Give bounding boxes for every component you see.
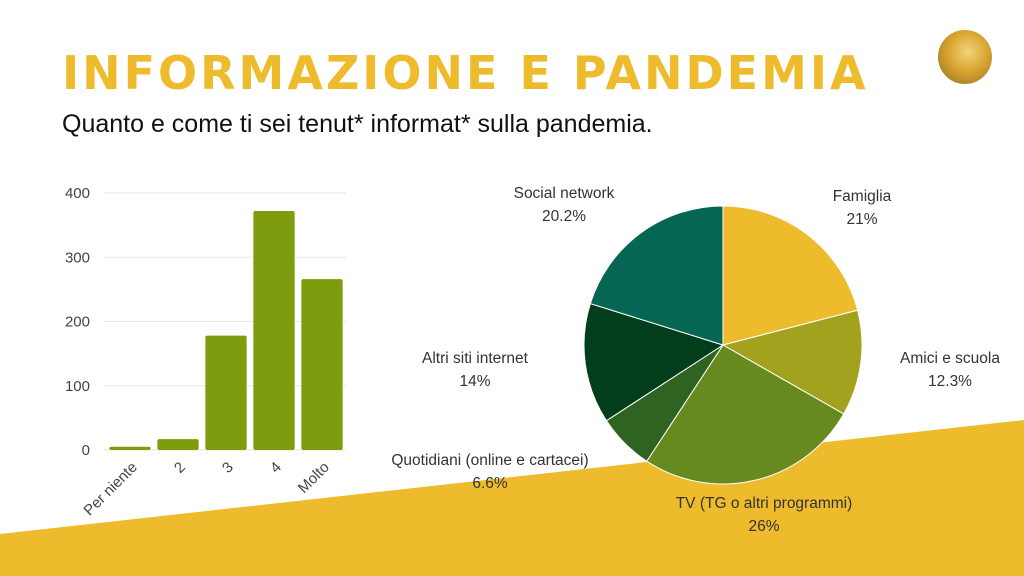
pie-label-name: TV (TG o altri programmi) <box>675 495 853 512</box>
x-tick-label: 3 <box>219 459 237 477</box>
pie-slice-tv-tg-o-altri-programmi <box>646 344 845 485</box>
pie-chart <box>583 205 863 485</box>
pie-label: Quotidiani (online e cartacei) 6.6% <box>391 449 588 495</box>
pie-label: TV (TG o altri programmi) 26% <box>676 492 853 538</box>
bar-per-niente <box>109 446 151 450</box>
avatar <box>938 30 992 84</box>
pie-label: Famiglia 21% <box>833 185 892 231</box>
bar-chart: 0 100 200 300 400 Per niente 2 3 4 Molto <box>65 185 346 519</box>
pie-label-value: 21% <box>846 211 878 228</box>
pie-label-value: 14% <box>459 373 491 390</box>
pie-slice-altri-siti-internet <box>583 302 725 422</box>
pie-label: Social network 20.2% <box>514 182 615 228</box>
page-title: INFORMAZIONE E PANDEMIA <box>62 46 869 100</box>
pie-label-name: Amici e scuola <box>900 350 1000 367</box>
y-tick-label: 300 <box>65 249 90 266</box>
x-tick-label: 4 <box>267 459 285 477</box>
bar-4 <box>253 210 295 450</box>
x-tick-label: 2 <box>171 459 189 477</box>
pie-slice-social-network <box>589 205 724 346</box>
pie-label-name: Quotidiani (online e cartacei) <box>391 452 589 469</box>
pie-slice-amici-e-scuola <box>721 309 863 415</box>
y-tick-label: 200 <box>65 314 90 331</box>
pie-label-name: Famiglia <box>832 188 892 205</box>
pie-label-name: Social network <box>513 185 615 202</box>
x-tick-label: Per niente <box>80 459 140 519</box>
pie-label-name: Altri siti internet <box>422 350 528 367</box>
pie-label-value: 20.2% <box>542 208 586 225</box>
bar-molto <box>301 279 343 450</box>
pie-label-value: 12.3% <box>928 373 972 390</box>
bar-3 <box>205 335 247 450</box>
pie-label: Amici e scuola 12.3% <box>900 347 1000 393</box>
page-subtitle: Quanto e come ti sei tenut* informat* su… <box>62 110 653 138</box>
y-tick-label: 100 <box>65 378 90 395</box>
pie-label-value: 6.6% <box>472 475 508 492</box>
pie-label-value: 26% <box>748 518 780 535</box>
x-tick-label: Molto <box>295 459 333 497</box>
bar-2 <box>157 439 199 450</box>
pie-slice-famiglia <box>722 205 859 346</box>
y-tick-label: 0 <box>82 442 90 459</box>
pie-label: Altri siti internet 14% <box>422 347 528 393</box>
y-tick-label: 400 <box>65 185 90 202</box>
